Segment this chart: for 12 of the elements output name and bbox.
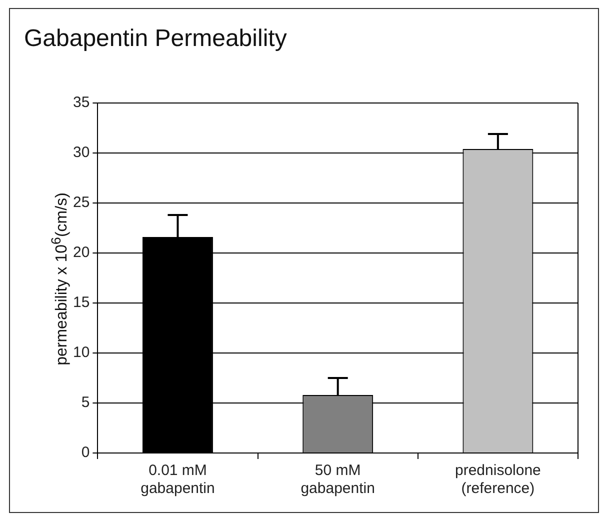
y-tick-label: 20 [72, 244, 90, 262]
y-tick-label: 0 [81, 444, 90, 462]
x-tick-label: 50 mM gabapentin [300, 462, 375, 498]
x-tick-label: prednisolone (reference) [454, 462, 541, 498]
y-tick-label: 25 [72, 194, 90, 212]
y-tick-label: 15 [72, 294, 90, 312]
y-tick-label: 30 [72, 144, 90, 162]
chart-title: Gabapentin Permeability [24, 25, 287, 53]
y-tick-label: 10 [72, 344, 90, 362]
y-tick-label: 5 [81, 394, 90, 412]
y-tick-label: 35 [72, 94, 90, 112]
x-tick-label: 0.01 mM gabapentin [140, 462, 215, 498]
